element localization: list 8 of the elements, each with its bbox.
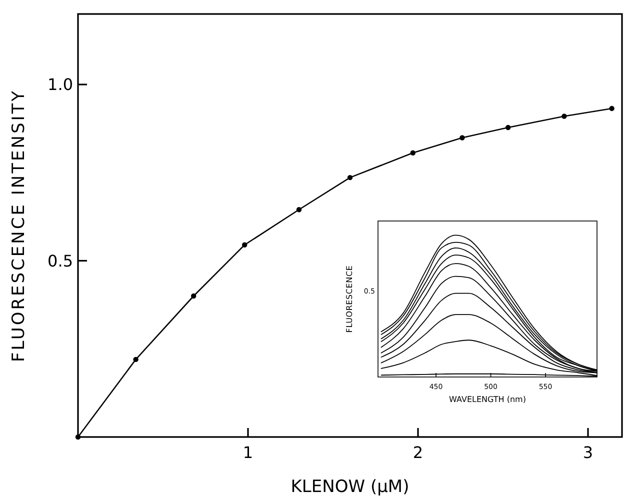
- x-tick-label: 1: [242, 443, 254, 462]
- x-tick-label: 2: [412, 443, 424, 462]
- x-axis-title: KLENOW (µM): [290, 477, 410, 497]
- y-axis-title: FLUORESCENCE: [345, 265, 354, 333]
- x-tick-label: 3: [582, 443, 594, 462]
- y-axis-title: FLUORESCENCE INTENSITY: [9, 88, 29, 362]
- x-axis-title: WAVELENGTH (nm): [449, 395, 526, 404]
- y-tick-label: 1.0: [48, 75, 73, 94]
